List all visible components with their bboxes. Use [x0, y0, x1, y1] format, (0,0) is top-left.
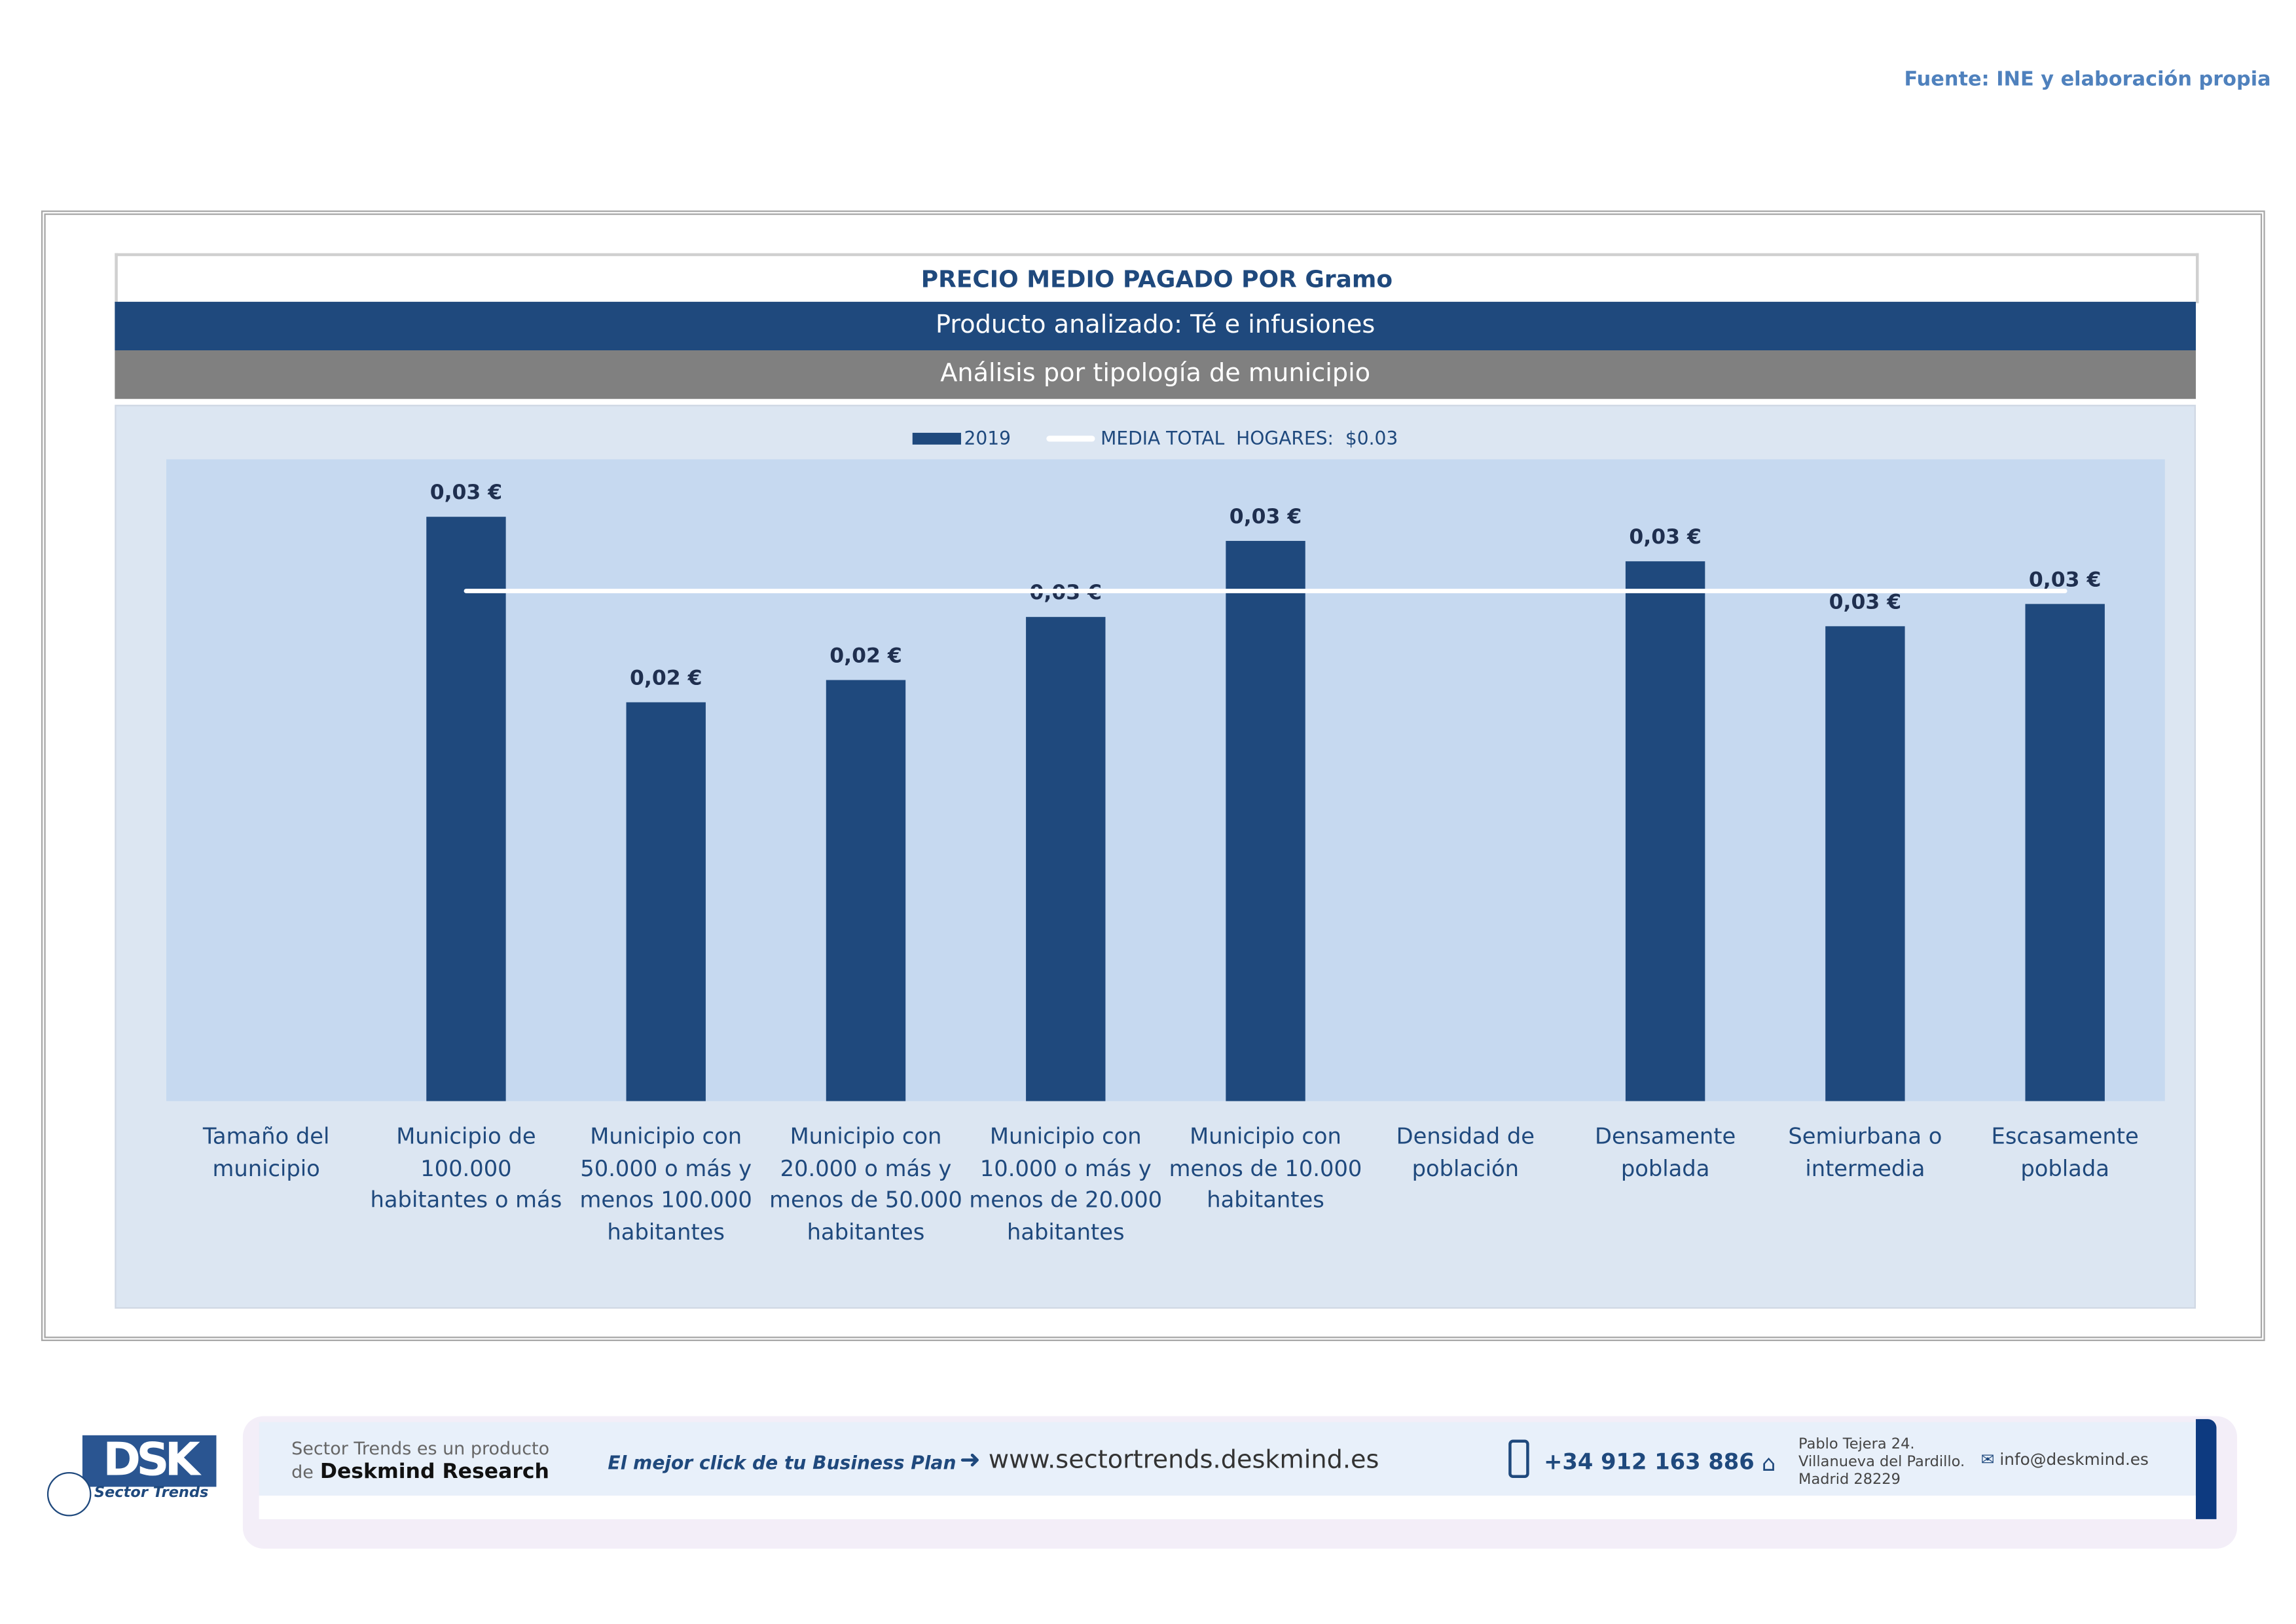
legend-swatch-mean: [1046, 435, 1095, 441]
bar: [1226, 541, 1305, 1101]
dsk-logo: DSK: [82, 1435, 217, 1487]
website-link[interactable]: www.sectortrends.deskmind.es: [988, 1445, 1379, 1475]
data-label: 0,03 €: [1230, 505, 1302, 528]
phone-icon: [1508, 1439, 1529, 1478]
x-tick-label: Municipio con menos de 10.000 habitantes: [1169, 1123, 1362, 1213]
rocket-icon: [46, 1472, 92, 1517]
data-label: 0,02 €: [829, 644, 902, 667]
data-label: 0,03 €: [1829, 590, 1902, 614]
footer-slogan: El mejor click de tu Business Plan: [608, 1451, 957, 1474]
arrow-icon: ➜: [959, 1445, 981, 1475]
email-link[interactable]: info@deskmind.es: [1999, 1450, 2149, 1469]
x-tick-label: Escasamente poblada: [1991, 1123, 2139, 1182]
legend: 2019 MEDIA TOTAL HOGARES: $0.03: [912, 426, 1398, 449]
report-frame: [41, 210, 2265, 1341]
footer-strip: [259, 1495, 2196, 1519]
address-line1: Pablo Tejera 24.: [1798, 1437, 1915, 1453]
bar: [426, 517, 506, 1101]
legend-label-mean: MEDIA TOTAL HOGARES: $0.03: [1101, 426, 1398, 449]
bar: [826, 680, 906, 1101]
x-tick-label: Municipio de 100.000 habitantes o más: [370, 1123, 562, 1213]
legend-swatch-2019: [912, 432, 961, 444]
home-icon: ⌂: [1761, 1450, 1776, 1477]
x-tick-label: Municipio con 20.000 o más y menos de 50…: [769, 1123, 962, 1245]
bar: [1825, 626, 1905, 1101]
x-tick-label: Semiurbana o intermedia: [1788, 1123, 1942, 1182]
logo-subtitle: Sector Trends: [94, 1485, 209, 1502]
analysis-band: Análisis por tipología de municipio: [115, 350, 2196, 399]
x-tick-label: Densamente poblada: [1594, 1123, 1736, 1182]
product-band: Producto analizado: Té e infusiones: [115, 301, 2196, 351]
data-label: 0,02 €: [630, 666, 702, 690]
data-label: 0,03 €: [430, 481, 503, 504]
x-tick-label: Tamaño del municipio: [202, 1123, 330, 1182]
source-note: Fuente: INE y elaboración propia: [1904, 67, 2271, 92]
bar: [1625, 561, 1705, 1101]
footer-edge: [2196, 1419, 2217, 1519]
address-line2: Villanueva del Pardillo.: [1798, 1454, 1965, 1471]
bar: [2025, 604, 2105, 1101]
x-tick-label: Municipio con 10.000 o más y menos de 20…: [969, 1123, 1163, 1245]
footer-line1: Sector Trends es un producto: [291, 1438, 550, 1459]
phone-number: +34 912 163 886: [1544, 1449, 1755, 1475]
bar: [1026, 617, 1106, 1101]
bar: [626, 702, 706, 1101]
bar-chart: 0,03 € 0,02 € 0,02 € 0,03 € 0,03 € 0,03 € 0,03…: [166, 459, 2165, 1101]
chart-title: PRECIO MEDIO PAGADO POR Gramo: [115, 253, 2199, 304]
mail-icon: ✉: [1980, 1450, 1995, 1469]
footer-prefix: de: [291, 1462, 314, 1483]
x-tick-label: Municipio con 50.000 o más y menos 100.0…: [579, 1123, 752, 1245]
legend-label-2019: 2019: [964, 426, 1011, 449]
data-label: 0,03 €: [1629, 525, 1702, 549]
x-tick-label: Densidad de población: [1396, 1123, 1535, 1182]
address-line3: Madrid 28229: [1798, 1472, 1901, 1488]
footer-brand: Deskmind Research: [319, 1460, 549, 1484]
data-label: 0,03 €: [2029, 568, 2102, 591]
footer-bar: [259, 1422, 2196, 1496]
